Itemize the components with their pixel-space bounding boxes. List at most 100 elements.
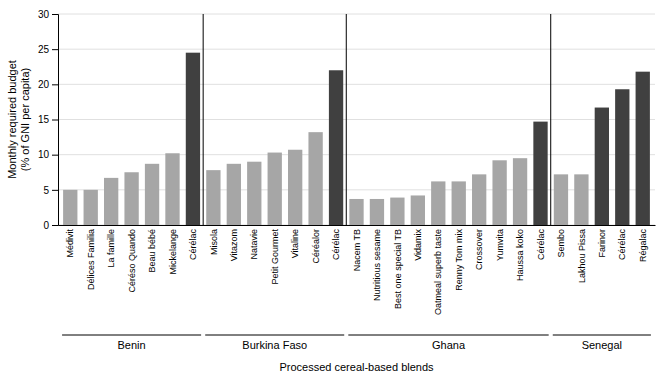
- bar: [165, 153, 179, 225]
- x-tick: Cérélac: [331, 225, 341, 260]
- y-axis-title-line: Monthly required budget: [6, 60, 18, 179]
- x-tick: Beau bébé: [147, 225, 157, 273]
- x-tick: Mickelange: [168, 225, 178, 275]
- x-tick: Sembo: [556, 225, 566, 258]
- x-tick-label: Misola: [209, 229, 219, 255]
- x-tick-label: Cérélac: [331, 229, 341, 261]
- bar: [288, 150, 302, 225]
- x-tick-label: La famille: [106, 229, 116, 268]
- y-tick: 10: [38, 149, 58, 160]
- x-tick-label: Céréalor: [311, 229, 321, 264]
- x-tick-label: Délices Familia: [86, 229, 96, 290]
- x-tick: Cérélac: [617, 225, 627, 260]
- bar: [472, 174, 486, 225]
- x-tick-label: Nacem TB: [352, 229, 362, 271]
- y-tick: 20: [38, 79, 58, 90]
- bar: [329, 70, 343, 225]
- bar: [247, 162, 261, 225]
- grid-line: [58, 154, 655, 155]
- grid-line: [58, 119, 655, 120]
- y-tick: 15: [38, 114, 58, 125]
- group-divider: [550, 14, 551, 225]
- y-tick-label: 30: [38, 9, 50, 20]
- x-tick: La famille: [106, 225, 116, 268]
- x-axis-title: Processed cereal-based blends: [279, 361, 434, 373]
- bar: [636, 72, 650, 225]
- x-tick-label: Haussa koko: [515, 229, 525, 281]
- x-tick: Nutritious sesame: [372, 225, 382, 301]
- x-tick: Cérélac: [536, 225, 546, 260]
- group-divider: [203, 14, 204, 225]
- x-tick-label: Mickelange: [168, 229, 178, 275]
- x-tick-label: Régalac: [638, 229, 648, 263]
- x-tick: Lakhou Pissa: [577, 225, 587, 283]
- bar: [452, 181, 466, 225]
- bar: [227, 164, 241, 225]
- grid-line: [58, 14, 655, 15]
- x-tick: Natavie: [249, 225, 259, 260]
- x-tick-label: Beau bébé: [147, 229, 157, 273]
- group-divider: [346, 14, 347, 225]
- x-tick: Misola: [209, 225, 219, 255]
- bar: [554, 174, 568, 225]
- y-tick-mark: [52, 14, 58, 15]
- bar: [513, 158, 527, 225]
- chart: 0 5 10 15 20 25 30 Médivit Délices Familia La fam…: [0, 0, 667, 385]
- x-tick-label: Médivit: [65, 229, 75, 258]
- x-tick-label: Lakhou Pissa: [577, 229, 587, 283]
- bar: [308, 132, 322, 225]
- x-tick-label: Farinor: [597, 229, 607, 258]
- x-tick: Cérélac: [188, 225, 198, 260]
- y-tick-label: 15: [38, 114, 50, 125]
- y-tick-mark: [52, 49, 58, 50]
- y-tick-label: 0: [43, 220, 49, 231]
- x-tick-label: Cérélac: [617, 229, 627, 261]
- bars: [63, 53, 650, 225]
- x-tick-label: Yumvita: [495, 229, 505, 261]
- bar: [492, 160, 506, 225]
- x-tick: Haussa koko: [515, 225, 525, 281]
- x-tick-label: Vidamix: [413, 229, 423, 261]
- group-underline: [62, 335, 201, 336]
- x-tick: Yumvita: [495, 225, 505, 261]
- x-tick: Farinor: [597, 225, 607, 258]
- y-tick: 0: [43, 220, 58, 231]
- x-tick-label: Sembo: [556, 229, 566, 258]
- dividers: [203, 14, 551, 225]
- y-axis: 0 5 10 15 20 25 30: [38, 9, 59, 231]
- group-underline: [348, 335, 548, 336]
- groups: BeninBurkina FasoGhanaSenegal: [62, 335, 651, 351]
- y-tick-label: 20: [38, 79, 50, 90]
- bar: [574, 174, 588, 225]
- x-tick: Renny Tom mix: [454, 225, 464, 291]
- bar: [145, 164, 159, 225]
- x-tick-label: Vitazom: [229, 229, 239, 261]
- group-underline: [205, 335, 344, 336]
- bar: [186, 53, 200, 225]
- bar: [595, 108, 609, 225]
- y-tick: 30: [38, 9, 58, 20]
- group-label: Ghana: [432, 339, 466, 351]
- x-tick: Céréso Quando: [127, 225, 137, 293]
- bar: [390, 198, 404, 225]
- bar: [63, 190, 77, 225]
- bar: [533, 122, 547, 225]
- bar: [370, 199, 384, 225]
- x-tick-label: Crossover: [474, 229, 484, 270]
- y-tick: 5: [43, 185, 58, 196]
- y-tick-label: 25: [38, 44, 50, 55]
- y-tick-mark: [52, 84, 58, 85]
- x-tick-label: Nutritious sesame: [372, 229, 382, 301]
- group-label: Burkina Faso: [242, 339, 307, 351]
- y-tick: 25: [38, 44, 58, 55]
- x-tick: Best one special TB: [393, 225, 403, 309]
- x-tick: Vidamix: [413, 225, 423, 261]
- x-tick: Petit Gourmet: [270, 225, 280, 285]
- x-tick: Oatmeal superb taste: [433, 225, 443, 315]
- x-tick-label: Cérélac: [188, 229, 198, 261]
- y-tick-mark: [52, 190, 58, 191]
- x-tick-label: Best one special TB: [393, 229, 403, 309]
- grid: [58, 14, 655, 225]
- y-axis-title-line: (% of GNI per capita): [19, 68, 31, 171]
- x-tick: Crossover: [474, 225, 484, 270]
